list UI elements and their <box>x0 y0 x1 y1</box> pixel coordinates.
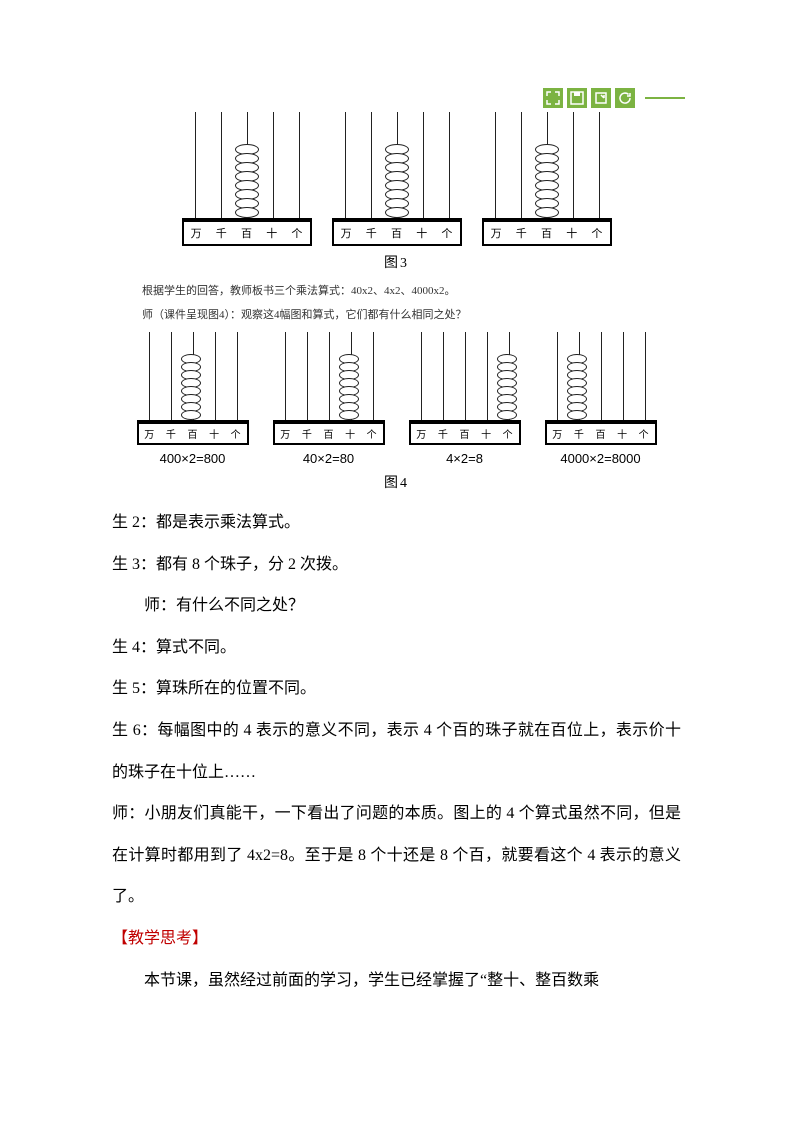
place-label: 万 <box>334 222 359 244</box>
body-paragraph: 本节课，虽然经过前面的学习，学生已经掌握了“整十、整百数乘 <box>112 960 681 1002</box>
place-label: 万 <box>411 424 433 443</box>
place-label: 万 <box>139 424 161 443</box>
equation-4: 4000×2=8000 <box>560 451 640 466</box>
toolbar <box>543 88 685 108</box>
share-icon[interactable] <box>591 88 611 108</box>
dialog-line-5: 生 5：算珠所在的位置不同。 <box>112 668 681 710</box>
place-label: 十 <box>559 222 584 244</box>
note-2: 师（课件呈现图4）：观察这4幅图和算式，它们都有什么相同之处？ <box>142 306 681 322</box>
figure-4-row: 万 千 百 十 个 400×2=800 万 千 百 十 个 40×2=80 <box>112 332 681 466</box>
place-label: 千 <box>432 424 454 443</box>
dialog-line-3: 师：有什么不同之处？ <box>112 585 681 627</box>
save-icon[interactable] <box>567 88 587 108</box>
dialog-line-4: 生 4：算式不同。 <box>112 627 681 669</box>
place-label: 千 <box>209 222 234 244</box>
expand-icon[interactable] <box>543 88 563 108</box>
place-label: 十 <box>339 424 361 443</box>
place-label: 百 <box>234 222 259 244</box>
place-label: 百 <box>182 424 204 443</box>
abacus-fig4-4: 万 千 百 十 个 4000×2=8000 <box>545 332 657 466</box>
dialog-block: 生 2：都是表示乘法算式。 生 3：都有 8 个珠子，分 2 次拨。 师：有什么… <box>112 502 681 918</box>
place-label: 十 <box>203 424 225 443</box>
dialog-line-6: 生 6：每幅图中的 4 表示的意义不同，表示 4 个百的珠子就在百位上，表示价十… <box>112 710 681 793</box>
place-label: 个 <box>584 222 609 244</box>
place-label: 十 <box>409 222 434 244</box>
abacus-fig3-3: 万 千 百 十 个 <box>482 112 612 246</box>
dialog-line-2: 生 3：都有 8 个珠子，分 2 次拨。 <box>112 544 681 586</box>
section-label: 【教学思考】 <box>112 918 681 960</box>
note-1: 根据学生的回答，教师板书三个乘法算式：40x2、4x2、4000x2。 <box>142 282 681 298</box>
place-label: 个 <box>434 222 459 244</box>
place-label: 个 <box>633 424 655 443</box>
abacus-fig3-1: 万 千 百 十 个 <box>182 112 312 246</box>
equation-3: 4×2=8 <box>446 451 483 466</box>
place-label: 万 <box>184 222 209 244</box>
place-label: 万 <box>547 424 569 443</box>
place-label: 万 <box>484 222 509 244</box>
equation-2: 40×2=80 <box>303 451 354 466</box>
figure-3-caption: 图3 <box>112 252 681 272</box>
place-label: 百 <box>590 424 612 443</box>
refresh-icon[interactable] <box>615 88 635 108</box>
place-label: 万 <box>275 424 297 443</box>
abacus-fig4-3: 万 千 百 十 个 4×2=8 <box>409 332 521 466</box>
figure-4-caption: 图4 <box>112 472 681 492</box>
place-label: 个 <box>361 424 383 443</box>
place-label: 十 <box>611 424 633 443</box>
place-label: 百 <box>454 424 476 443</box>
abacus-fig4-1: 万 千 百 十 个 400×2=800 <box>137 332 249 466</box>
place-label: 百 <box>534 222 559 244</box>
place-label: 个 <box>284 222 309 244</box>
place-label: 千 <box>359 222 384 244</box>
place-label: 千 <box>568 424 590 443</box>
dialog-line-7: 师：小朋友们真能干，一下看出了问题的本质。图上的 4 个算式虽然不同，但是在计算… <box>112 793 681 918</box>
place-label: 十 <box>259 222 284 244</box>
place-label: 千 <box>160 424 182 443</box>
dialog-line-1: 生 2：都是表示乘法算式。 <box>112 502 681 544</box>
page-content: 万 千 百 十 个 万 千 百 十 个 <box>0 0 793 1001</box>
place-label: 千 <box>296 424 318 443</box>
abacus-fig4-2: 万 千 百 十 个 40×2=80 <box>273 332 385 466</box>
place-label: 千 <box>509 222 534 244</box>
place-label: 个 <box>225 424 247 443</box>
abacus-fig3-2: 万 千 百 十 个 <box>332 112 462 246</box>
place-label: 个 <box>497 424 519 443</box>
figure-3-row: 万 千 百 十 个 万 千 百 十 个 <box>112 112 681 246</box>
toolbar-divider <box>645 97 685 99</box>
place-label: 十 <box>475 424 497 443</box>
place-label: 百 <box>384 222 409 244</box>
equation-1: 400×2=800 <box>160 451 226 466</box>
place-label: 百 <box>318 424 340 443</box>
